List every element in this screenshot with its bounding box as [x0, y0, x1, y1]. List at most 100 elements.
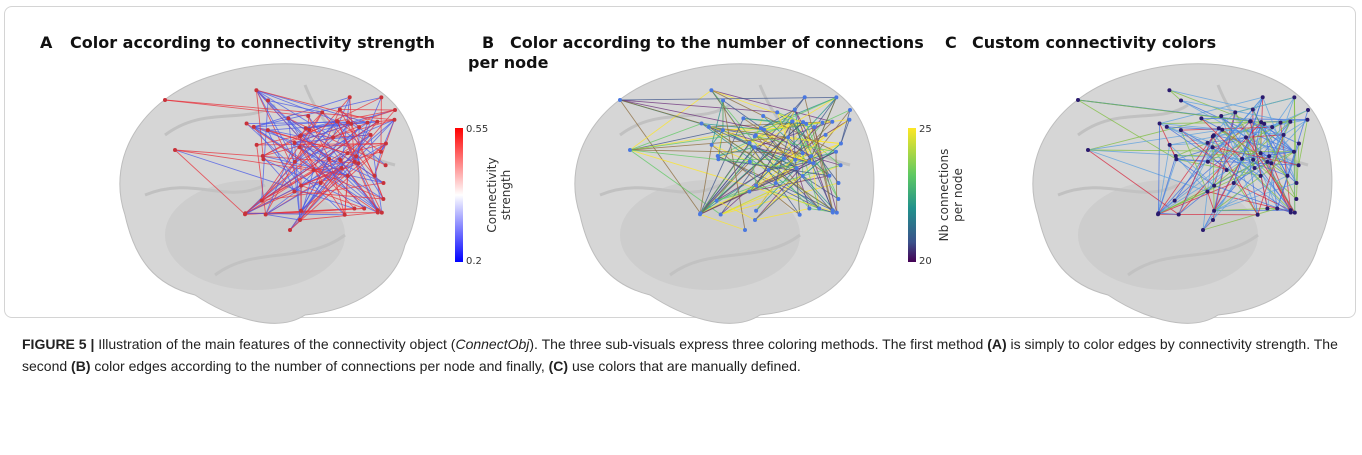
node [1259, 120, 1264, 125]
edge [339, 159, 379, 211]
edge [256, 89, 378, 123]
edge [619, 99, 701, 214]
node [1233, 110, 1238, 115]
node [801, 120, 806, 125]
node [327, 156, 332, 161]
edge [720, 97, 806, 215]
edge [299, 212, 378, 221]
node [265, 128, 270, 133]
edge [261, 100, 269, 201]
edge [699, 213, 746, 231]
node [260, 154, 265, 159]
node [812, 125, 817, 130]
node [766, 168, 771, 173]
node [807, 159, 812, 164]
node [1281, 132, 1286, 137]
edge [267, 129, 348, 177]
edge [262, 155, 295, 192]
edge [629, 122, 823, 151]
edge [1241, 158, 1288, 177]
node [357, 125, 362, 130]
node [347, 95, 352, 100]
node [375, 210, 380, 215]
edge [1233, 158, 1243, 184]
node [1240, 156, 1245, 161]
edge [754, 155, 812, 221]
edge [289, 143, 387, 231]
node [254, 142, 259, 147]
node [1179, 98, 1184, 103]
edge [792, 121, 834, 211]
node [782, 156, 787, 161]
edge [701, 123, 814, 164]
node [342, 212, 347, 217]
edge [253, 96, 382, 128]
caption-ref: (A) [987, 336, 1007, 352]
node [1294, 180, 1299, 185]
node [261, 157, 266, 162]
edge [294, 120, 338, 163]
edge [722, 100, 746, 231]
node [775, 110, 780, 115]
edge [253, 126, 300, 137]
edge [754, 146, 820, 209]
caption: FIGURE 5 | Illustration of the main feat… [22, 333, 1342, 377]
node [747, 140, 752, 145]
node [1172, 198, 1177, 203]
panel-letter: C [945, 33, 957, 52]
edge [629, 123, 702, 151]
colorbar-min: 20 [919, 256, 932, 267]
node [790, 119, 795, 124]
node [754, 208, 759, 213]
edge [1077, 99, 1177, 160]
edge [1087, 149, 1208, 192]
edge [300, 134, 342, 169]
node [754, 183, 759, 188]
node [1167, 142, 1172, 147]
edge [255, 90, 264, 160]
node [1173, 154, 1178, 159]
node [381, 180, 386, 185]
edge [1159, 96, 1263, 124]
edge [245, 121, 349, 214]
node [833, 149, 838, 154]
node [698, 211, 703, 216]
node [292, 189, 297, 194]
edge [1295, 143, 1300, 200]
edge [1212, 146, 1299, 166]
colorbar-label: Connectivity strength [485, 157, 513, 232]
edge [1159, 123, 1255, 169]
node [346, 120, 351, 125]
node [345, 151, 350, 156]
edge [629, 89, 712, 151]
edge [299, 112, 323, 137]
edge [288, 118, 301, 137]
edge [749, 175, 830, 192]
edge [1159, 123, 1177, 160]
node [254, 88, 259, 93]
edge [1175, 142, 1208, 157]
node [1288, 210, 1293, 215]
edge [808, 97, 837, 163]
node [1076, 98, 1080, 102]
edge [1169, 144, 1215, 186]
node [802, 95, 807, 100]
node [797, 212, 802, 217]
node [251, 124, 256, 129]
edge [755, 134, 841, 145]
node [356, 161, 361, 166]
edge [256, 144, 267, 215]
edge [1174, 129, 1223, 201]
edge [1207, 161, 1227, 171]
edge [629, 129, 723, 151]
edge [760, 127, 834, 213]
edge [1233, 161, 1268, 184]
edge [762, 115, 803, 154]
node [714, 198, 719, 203]
node [706, 124, 711, 129]
edge [1207, 97, 1264, 192]
node [1176, 212, 1181, 217]
node [838, 141, 843, 146]
node [1244, 135, 1249, 140]
